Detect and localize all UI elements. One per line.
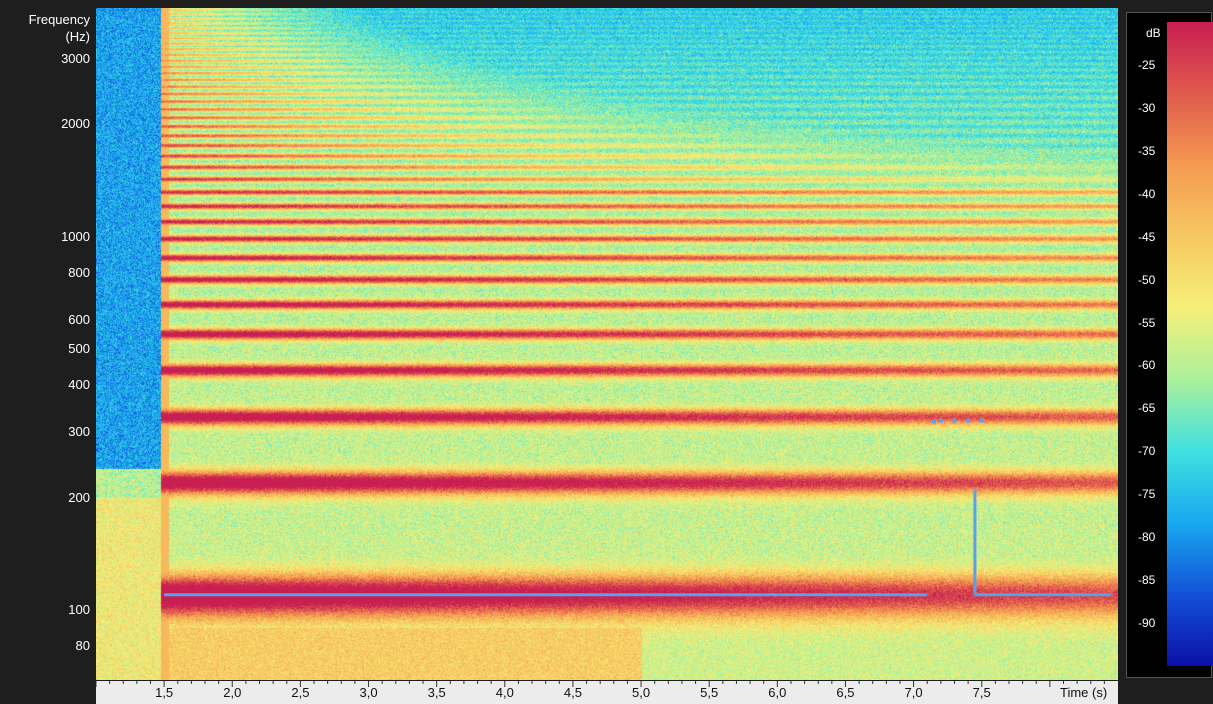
x-tick-label: 3,0 <box>359 685 378 700</box>
pitch-marker-point <box>952 418 957 423</box>
y-tick-label: 2000 <box>61 116 90 132</box>
y-tick-label: 600 <box>68 311 90 327</box>
colorbar-tick-label: -85 <box>1138 573 1156 588</box>
x-tick-label: 6,0 <box>768 685 787 700</box>
colorbar-gradient[interactable] <box>1167 22 1213 666</box>
colorbar-tick-label: -55 <box>1138 315 1156 330</box>
y-tick-label: 80 <box>75 638 90 654</box>
y-axis-label-line1: Frequency <box>28 12 90 27</box>
spectrogram-plot[interactable] <box>96 8 1118 680</box>
colorbar-tick-label: -65 <box>1138 401 1156 416</box>
colorbar-tick-label: -45 <box>1138 229 1156 244</box>
colorbar-tick-label: -80 <box>1138 530 1156 545</box>
pitch-marker-point <box>979 418 984 423</box>
x-tick-label: 3,5 <box>427 685 446 700</box>
colorbar-tick-label: -60 <box>1138 358 1156 373</box>
x-axis-label: Time (s) <box>1060 685 1108 700</box>
x-axis-ticks <box>96 681 1105 687</box>
y-tick-label: 3000 <box>61 50 90 66</box>
pitch-track-overlay <box>164 418 1112 597</box>
x-tick-label: 7,5 <box>972 685 991 700</box>
x-tick-label: 6,5 <box>836 685 855 700</box>
y-axis-label-line2: (Hz) <box>65 29 90 44</box>
colorbar-tick-label: -35 <box>1138 143 1156 158</box>
pitch-marker-point <box>938 418 944 423</box>
y-tick-label: 200 <box>68 489 90 505</box>
spectrogram-image <box>96 8 1118 680</box>
colorbar-tick-label: -75 <box>1138 487 1156 502</box>
colorbar-label: dB <box>1146 26 1161 40</box>
colorbar-tick-label: -25 <box>1138 57 1156 72</box>
y-tick-label: 300 <box>68 424 90 439</box>
colorbar-tick-label: -90 <box>1138 616 1156 631</box>
x-axis-panel: 1,5 2,0 2,5 3,0 3,5 4,0 4,5 5,0 5,5 6,0 6,5 7,0 7,5 … <box>96 681 1126 704</box>
x-tick-label: 2,5 <box>291 685 310 700</box>
colorbar-tick-label: -70 <box>1138 444 1156 459</box>
y-tick-label: 400 <box>68 377 90 393</box>
colorbar-tick-label: -40 <box>1138 186 1156 201</box>
y-tick-label: 1000 <box>61 228 90 244</box>
y-axis-panel: Frequency (Hz) 80 100 200 300 400 500 600 800 10… <box>0 0 96 681</box>
y-tick-label: 800 <box>68 264 90 280</box>
pitch-marker-point <box>931 419 937 424</box>
x-tick-label: 7,0 <box>904 685 923 700</box>
x-tick-label: 5,0 <box>632 685 651 700</box>
y-tick-label: 500 <box>68 341 90 357</box>
colorbar-tick-label: -50 <box>1138 272 1156 287</box>
y-tick-label: 100 <box>68 602 90 618</box>
x-tick-label: 5,5 <box>700 685 719 700</box>
x-tick-label: 2,0 <box>223 685 242 700</box>
pitch-marker-point <box>965 418 971 423</box>
x-tick-label: 4,0 <box>495 685 514 700</box>
x-tick-label: 1,5 <box>155 685 174 700</box>
colorbar-tick-label: -30 <box>1138 100 1156 115</box>
x-tick-label: 4,5 <box>563 685 582 700</box>
